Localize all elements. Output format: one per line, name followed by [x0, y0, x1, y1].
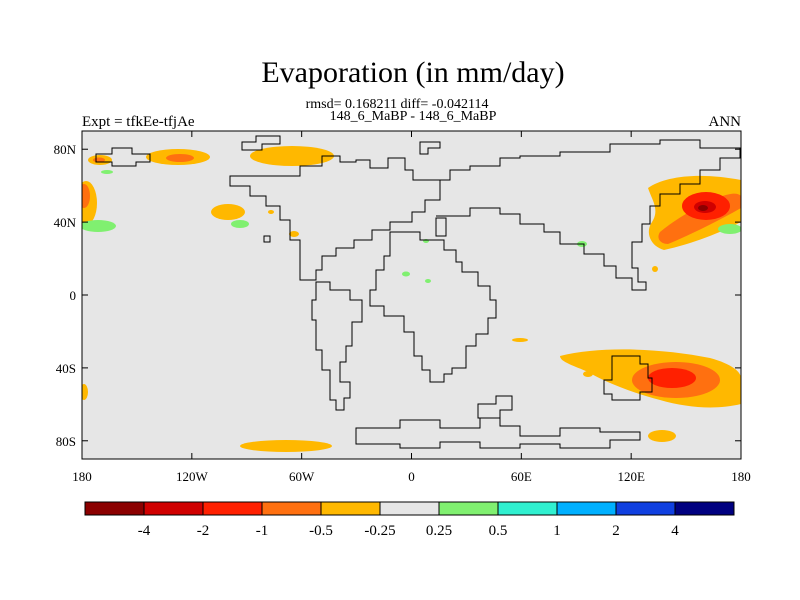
y-tick-label: 40S — [56, 361, 76, 376]
coastline-path — [241, 135, 281, 151]
y-tick-label: 40N — [54, 215, 77, 230]
coastline-path — [263, 235, 271, 243]
anomaly-fill — [231, 220, 249, 228]
colorbar-label: -0.25 — [364, 523, 395, 539]
anomaly-fill — [101, 170, 113, 174]
colorbar-swatch — [143, 501, 204, 516]
map-panel: 180 120W 60W 0 60E 120E 180 80N 40N 0 40S 80S — [54, 130, 751, 484]
x-tick-label: 180 — [72, 469, 92, 484]
coastline-path — [369, 231, 497, 383]
colorbar-swatch — [497, 501, 558, 516]
figure-title: Evaporation (in mm/day) — [261, 56, 564, 89]
colorbar-label: -0.5 — [309, 523, 333, 539]
anomaly-fill — [289, 231, 299, 237]
coastline-path — [436, 139, 741, 291]
anomaly-fill — [402, 271, 410, 277]
anomaly-fill — [648, 368, 696, 388]
anomaly-fill — [268, 210, 274, 214]
anomaly-fill — [512, 338, 528, 342]
x-tick-label: 60E — [511, 469, 532, 484]
x-tick-label: 60W — [289, 469, 315, 484]
colorbar-swatch — [438, 501, 499, 516]
colorbar-swatch — [674, 501, 735, 516]
anomaly-fill — [250, 146, 334, 166]
colorbar-swatch — [202, 501, 263, 516]
coastline-path — [95, 147, 151, 167]
anomaly-fill — [82, 184, 90, 208]
x-tick-label: 120E — [617, 469, 645, 484]
y-tick-label: 0 — [70, 288, 77, 303]
expt-label: Expt = tfkEe-tfjAe — [82, 114, 195, 130]
x-tick-label: 180 — [731, 469, 751, 484]
colorbar-label: -1 — [256, 523, 269, 539]
coastline-path — [229, 155, 441, 281]
coastline-path — [419, 141, 441, 155]
colorbar-label: 1 — [553, 523, 561, 539]
season-label: ANN — [709, 114, 742, 130]
coastline-path — [435, 217, 447, 237]
coastline-path — [355, 417, 641, 449]
colorbar-label: 0.5 — [489, 523, 508, 539]
x-tick-label: 0 — [408, 469, 415, 484]
map-background — [82, 131, 741, 459]
x-axis: 180 120W 60W 0 60E 120E 180 — [72, 131, 751, 484]
anomaly-fill — [648, 430, 676, 442]
run-line: 148_6_MaBP - 148_6_MaBP — [330, 109, 497, 124]
y-axis: 80N 40N 0 40S 80S — [54, 142, 741, 449]
y-tick-label: 80N — [54, 142, 77, 157]
coastlines — [95, 135, 741, 449]
anomaly-fill — [166, 154, 194, 162]
colorbar-swatch — [556, 501, 617, 516]
anomaly-fill — [82, 220, 116, 232]
anomaly-fill — [718, 224, 741, 234]
colorbar-label: 2 — [612, 523, 620, 539]
anomaly-fill — [652, 266, 658, 272]
anomaly-contours — [82, 135, 741, 452]
colorbar-label: -2 — [197, 523, 210, 539]
y-tick-label: 80S — [56, 434, 76, 449]
colorbar-swatch — [84, 501, 145, 516]
colorbar-label: 4 — [671, 523, 679, 539]
x-tick-label: 120W — [176, 469, 209, 484]
colorbar-swatch — [261, 501, 322, 516]
colorbar-swatch — [379, 501, 440, 516]
colorbar-swatch — [615, 501, 676, 516]
colorbar-swatch — [320, 501, 381, 516]
anomaly-fill — [211, 204, 245, 220]
anomaly-fill — [425, 279, 431, 283]
anomaly-fill — [698, 205, 708, 211]
stats-line: rmsd= 0.168211 diff= -0.042114 — [306, 97, 489, 112]
coastline-path — [603, 355, 653, 401]
colorbar-label: 0.25 — [426, 523, 452, 539]
colorbar: -4 -2 -1 -0.5 -0.25 0.25 0.5 1 2 4 — [84, 501, 735, 539]
colorbar-label: -4 — [138, 523, 151, 539]
coastline-path — [477, 395, 513, 419]
anomaly-fill — [240, 440, 332, 452]
anomaly-fill — [82, 384, 88, 400]
coastline-path — [311, 281, 363, 411]
